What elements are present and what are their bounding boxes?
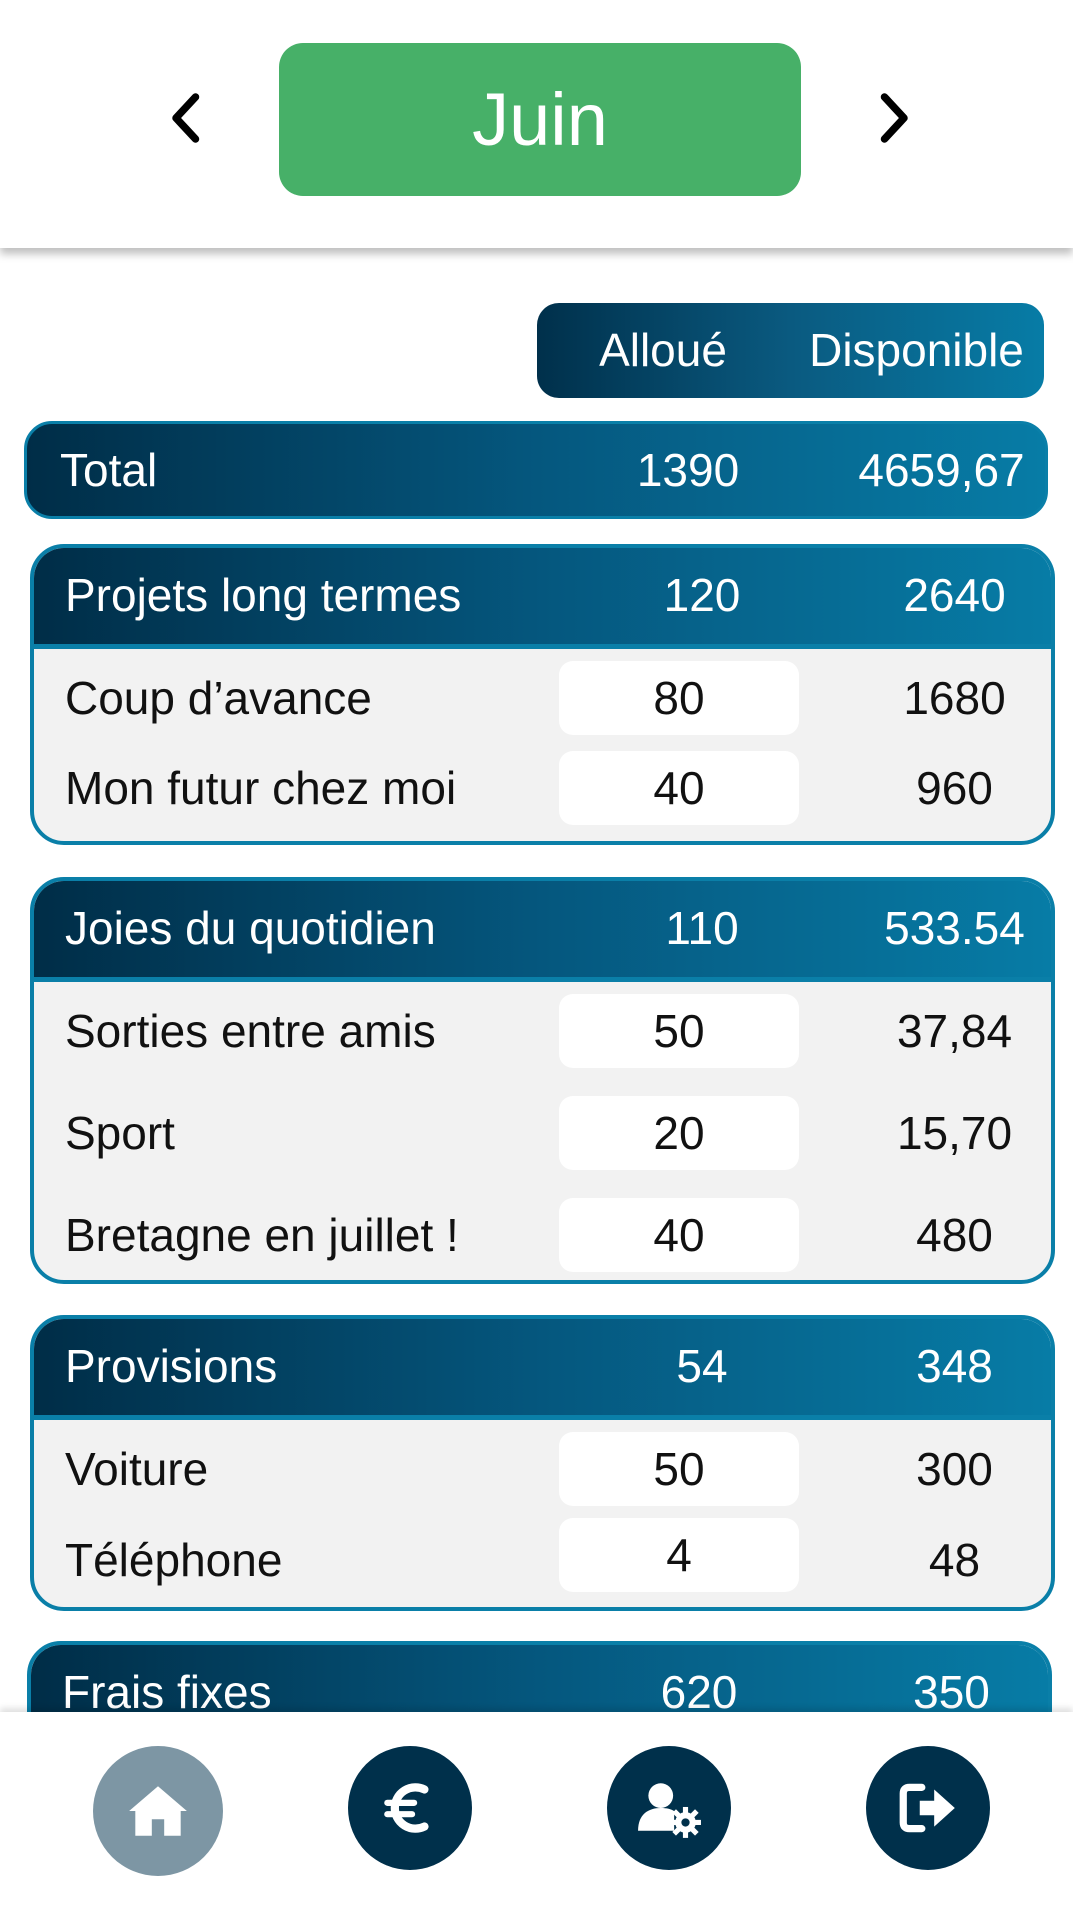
budget-row: Mon futur chez moi 960 bbox=[34, 747, 1051, 841]
allocated-input[interactable] bbox=[559, 1198, 799, 1272]
budget-available: 300 bbox=[916, 1443, 993, 1495]
budget-row: Sport 15,70 bbox=[34, 1084, 1051, 1186]
budget-available: 960 bbox=[916, 762, 993, 814]
allocated-input[interactable] bbox=[559, 1518, 799, 1592]
category-available: 350 bbox=[913, 1666, 990, 1718]
total-available: 4659,67 bbox=[858, 444, 1025, 496]
account-settings-nav-button[interactable] bbox=[607, 1746, 731, 1870]
budget-available: 15,70 bbox=[896, 1107, 1013, 1159]
budget-row: Téléphone 48 bbox=[34, 1516, 1051, 1607]
budget-label: Téléphone bbox=[65, 1534, 283, 1586]
category-card-projets: Projets long termes 120 2640 Coup d’avan… bbox=[30, 544, 1055, 845]
budget-row: Sorties entre amis 37,84 bbox=[34, 982, 1051, 1084]
category-card-joies: Joies du quotidien 110 533.54 Sorties en… bbox=[30, 877, 1055, 1284]
budget-available: 480 bbox=[916, 1209, 993, 1261]
allocated-input[interactable] bbox=[559, 1096, 799, 1170]
budget-label: Sport bbox=[65, 1107, 175, 1159]
budget-label: Coup d’avance bbox=[65, 672, 372, 724]
user-settings-icon bbox=[638, 1783, 701, 1838]
total-label: Total bbox=[60, 444, 158, 496]
category-header: Projets long termes 120 2640 bbox=[34, 548, 1051, 649]
category-allocated: 54 bbox=[676, 1340, 728, 1392]
budget-available: 1680 bbox=[903, 672, 1006, 724]
category-name: Provisions bbox=[65, 1340, 278, 1392]
category-header: Joies du quotidien 110 533.54 bbox=[34, 881, 1051, 982]
bottom-navigation bbox=[0, 1712, 1073, 1908]
allocated-input[interactable] bbox=[559, 751, 799, 825]
month-selector-button[interactable]: Juin bbox=[279, 43, 801, 196]
category-name: Frais fixes bbox=[62, 1666, 272, 1718]
column-header: Alloué Disponible bbox=[537, 303, 1044, 398]
budget-row: Bretagne en juillet ! 480 bbox=[34, 1186, 1051, 1280]
budget-label: Sorties entre amis bbox=[65, 1005, 436, 1057]
allocated-input[interactable] bbox=[559, 661, 799, 735]
budget-row: Voiture 300 bbox=[34, 1420, 1051, 1516]
budget-label: Voiture bbox=[65, 1443, 209, 1495]
chevron-left-icon bbox=[172, 93, 200, 143]
euro-icon bbox=[384, 1783, 429, 1833]
budget-available: 48 bbox=[928, 1534, 981, 1586]
budget-label: Bretagne en juillet ! bbox=[65, 1209, 459, 1261]
category-card-provisions: Provisions 54 348 Voiture 300 Téléphone … bbox=[30, 1315, 1055, 1611]
category-allocated: 120 bbox=[663, 569, 741, 621]
chevron-right-icon bbox=[880, 93, 908, 143]
available-column-label: Disponible bbox=[809, 324, 1024, 376]
logout-icon bbox=[899, 1783, 955, 1833]
category-header: Provisions 54 348 bbox=[34, 1319, 1051, 1420]
budget-label: Mon futur chez moi bbox=[65, 762, 457, 814]
budget-nav-button[interactable] bbox=[348, 1746, 472, 1870]
allocated-input[interactable] bbox=[559, 994, 799, 1068]
category-available: 2640 bbox=[903, 569, 1006, 621]
total-allocated: 1390 bbox=[636, 444, 740, 496]
next-month-button[interactable] bbox=[873, 88, 917, 148]
home-nav-button[interactable] bbox=[93, 1746, 223, 1876]
month-header: Juin bbox=[0, 0, 1073, 248]
previous-month-button[interactable] bbox=[163, 88, 207, 148]
allocated-column-label: Alloué bbox=[599, 324, 727, 376]
logout-nav-button[interactable] bbox=[866, 1746, 990, 1870]
total-row: Total 1390 4659,67 bbox=[24, 421, 1048, 519]
category-available: 533.54 bbox=[884, 902, 1025, 954]
category-name: Projets long termes bbox=[65, 569, 462, 621]
category-available: 348 bbox=[916, 1340, 993, 1392]
category-allocated: 620 bbox=[660, 1666, 738, 1718]
budget-row: Coup d’avance 1680 bbox=[34, 649, 1051, 747]
category-name: Joies du quotidien bbox=[65, 902, 436, 954]
allocated-input[interactable] bbox=[559, 1432, 799, 1506]
category-allocated: 110 bbox=[665, 902, 739, 954]
home-icon bbox=[129, 1786, 187, 1836]
budget-available: 37,84 bbox=[896, 1005, 1013, 1057]
